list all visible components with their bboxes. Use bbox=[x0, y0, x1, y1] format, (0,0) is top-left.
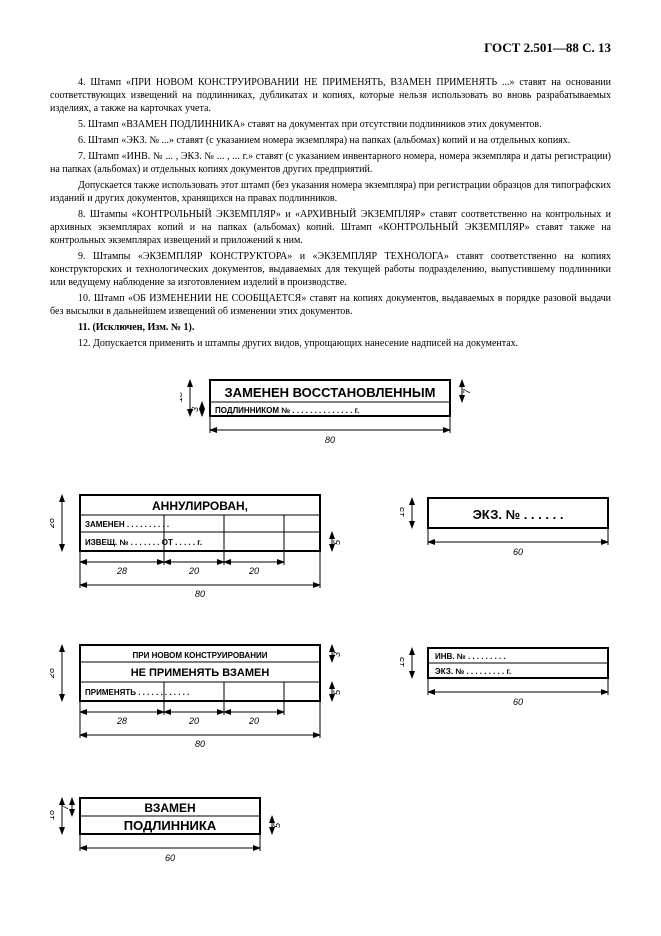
dim-c2b: 20 bbox=[188, 716, 199, 726]
para-7a: Допускается также использовать этот штам… bbox=[50, 179, 611, 205]
stamp5-line2: ЭКЗ. № . . . . . . . . . г. bbox=[435, 667, 511, 676]
stamp6-line2: ПОДЛИННИКА bbox=[124, 818, 217, 833]
para-12: 12. Допускается применять и штампы други… bbox=[50, 337, 611, 350]
stamp2-line1: АННУЛИРОВАН, bbox=[152, 499, 248, 513]
dim-18: 18 bbox=[180, 392, 184, 402]
body-text: 4. Штамп «ПРИ НОВОМ КОНСТРУИРОВАНИИ НЕ П… bbox=[50, 76, 611, 350]
dim-3: 3 bbox=[190, 407, 200, 412]
dim-60: 60 bbox=[513, 547, 523, 557]
stamp-1: ЗАМЕНЕН ВОССТАНОВЛЕННЫМ ПОДЛИННИКОМ № . … bbox=[180, 370, 611, 450]
stamp1-line2: ПОДЛИННИКОМ № . . . . . . . . . . . . . … bbox=[215, 406, 359, 415]
dim-80: 80 bbox=[325, 435, 335, 445]
stamp4-line3: ПРИМЕНЯТЬ . . . . . . . . . . . . bbox=[85, 688, 189, 697]
para-7: 7. Штамп «ИНВ. № ... , ЭКЗ. № ... , ... … bbox=[50, 150, 611, 176]
stamp2-line3: ИЗВЕЩ. № . . . . . . . ОТ . . . . . г. bbox=[85, 538, 202, 547]
stamp1-line1: ЗАМЕНЕН ВОССТАНОВЛЕННЫМ bbox=[225, 385, 436, 400]
dim-60c: 60 bbox=[165, 853, 175, 863]
para-6: 6. Штамп «ЭКЗ. № ...» ставят (с указание… bbox=[50, 134, 611, 147]
para-11: 11. (Исключен, Изм. № 1). bbox=[50, 321, 611, 334]
stamp6-line1: ВЗАМЕН bbox=[144, 801, 195, 815]
stamp3-line1: ЭКЗ. № . . . . . . bbox=[473, 507, 564, 522]
stamp-4: ПРИ НОВОМ КОНСТРУИРОВАНИИ НЕ ПРИМЕНЯТЬ В… bbox=[50, 640, 360, 750]
dim-c3: 20 bbox=[248, 566, 259, 576]
stamp-2: АННУЛИРОВАН, ЗАМЕНЕН . . . . . . . . . .… bbox=[50, 490, 360, 600]
dim-5b: 5 bbox=[332, 689, 342, 695]
para-10: 10. Штамп «ОБ ИЗМЕНЕНИИ НЕ СООБЩАЕТСЯ» с… bbox=[50, 292, 611, 318]
dim-h28: 28 bbox=[50, 518, 56, 529]
dim-c1: 28 bbox=[116, 566, 127, 576]
dim-c1b: 28 bbox=[116, 716, 127, 726]
dim-7: 7 bbox=[462, 388, 472, 394]
dim-c2: 20 bbox=[188, 566, 199, 576]
para-5: 5. Штамп «ВЗАМЕН ПОДЛИННИКА» ставят на д… bbox=[50, 118, 611, 131]
stamp-6: ВЗАМЕН ПОДЛИННИКА 18 7 5 60 bbox=[50, 790, 611, 875]
dim-18b: 18 bbox=[50, 810, 56, 820]
stamp4-line2: НЕ ПРИМЕНЯТЬ ВЗАМЕН bbox=[131, 667, 270, 679]
dim-w80b: 80 bbox=[195, 739, 205, 749]
stamp5-line1: ИНВ. № . . . . . . . . . bbox=[435, 652, 506, 661]
stamp4-line1: ПРИ НОВОМ КОНСТРУИРОВАНИИ bbox=[133, 651, 268, 660]
dim-w80: 80 bbox=[195, 589, 205, 599]
para-4: 4. Штамп «ПРИ НОВОМ КОНСТРУИРОВАНИИ НЕ П… bbox=[50, 76, 611, 115]
dim-h28b: 28 bbox=[50, 668, 56, 679]
dim-5c: 5 bbox=[272, 822, 282, 828]
dim-c3b: 20 bbox=[248, 716, 259, 726]
para-8: 8. Штампы «КОНТРОЛЬНЫЙ ЭКЗЕМПЛЯР» и «АРХ… bbox=[50, 208, 611, 247]
para-9: 9. Штампы «ЭКЗЕМПЛЯР КОНСТРУКТОРА» и «ЭК… bbox=[50, 250, 611, 289]
stamp2-line2: ЗАМЕНЕН . . . . . . . . . . bbox=[85, 520, 169, 529]
stamp-3: ЭКЗ. № . . . . . . 15 60 bbox=[400, 490, 630, 600]
page-header: ГОСТ 2.501—88 С. 13 bbox=[50, 40, 611, 56]
dim-5: 5 bbox=[332, 539, 342, 545]
dim-15b: 15 bbox=[400, 656, 406, 667]
stamp-5: ИНВ. № . . . . . . . . . ЭКЗ. № . . . . … bbox=[400, 640, 630, 750]
dim-3b: 3 bbox=[332, 652, 342, 657]
dim-15: 15 bbox=[400, 506, 406, 517]
dim-60b: 60 bbox=[513, 697, 523, 707]
